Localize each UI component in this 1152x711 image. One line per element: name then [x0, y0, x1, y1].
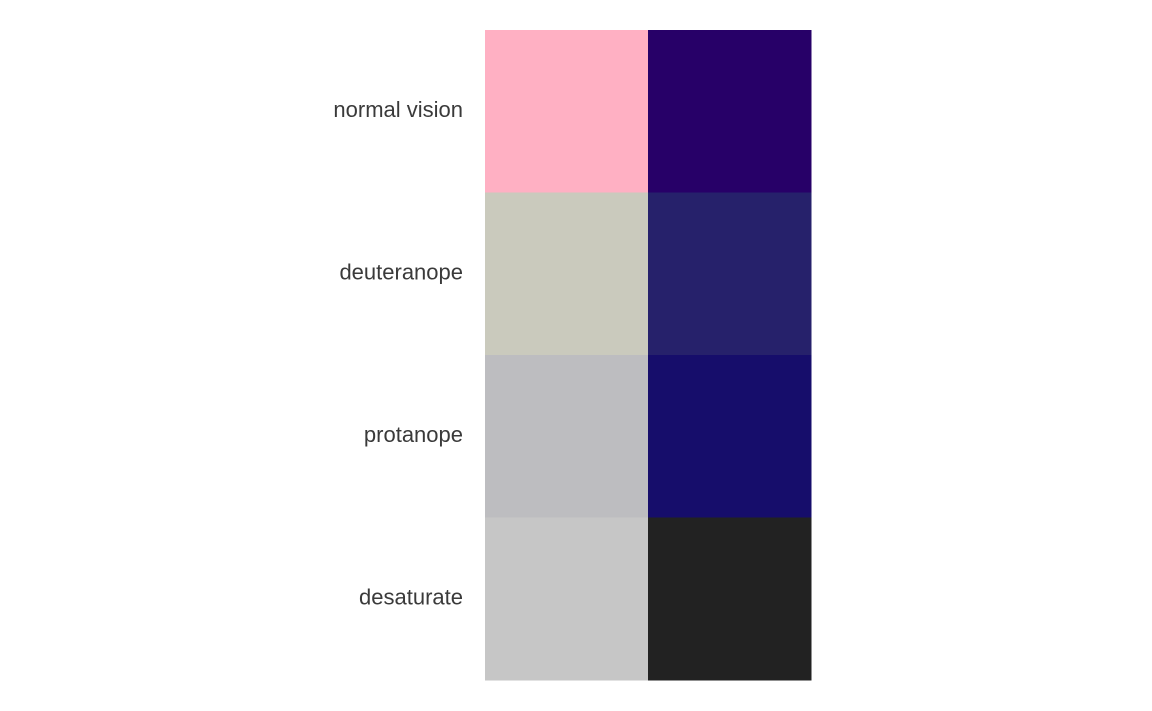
color-swatch	[648, 355, 812, 518]
color-swatch	[485, 355, 649, 518]
color-swatch	[648, 192, 812, 356]
color-swatch	[648, 517, 812, 681]
color-swatch	[485, 192, 649, 356]
row-label: normal vision	[333, 97, 463, 122]
color-swatch	[485, 30, 649, 193]
color-swatch	[648, 30, 812, 193]
color-swatch	[485, 517, 649, 681]
swatch-grid	[485, 30, 812, 681]
row-labels: normal vision deuteranope protanope desatur…	[333, 97, 463, 610]
row-label: deuteranope	[339, 260, 463, 285]
row-label: desaturate	[359, 585, 463, 610]
row-label: protanope	[364, 422, 463, 447]
